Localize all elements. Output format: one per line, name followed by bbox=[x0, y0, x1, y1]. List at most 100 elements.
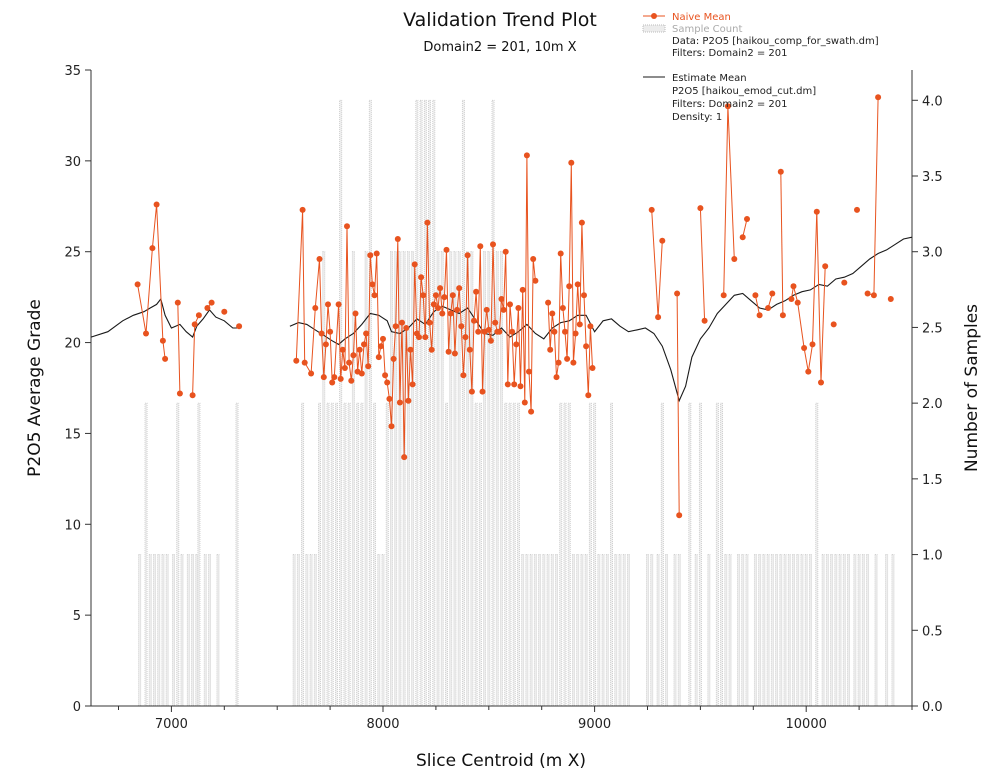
naive-mean-point bbox=[568, 159, 575, 166]
naive-mean-point bbox=[587, 323, 594, 330]
y2-tick-label: 0.0 bbox=[922, 700, 943, 715]
sample-count-bar bbox=[172, 554, 175, 707]
estimate-mean-series bbox=[90, 236, 913, 403]
naive-mean-point bbox=[134, 281, 141, 288]
sample-count-bar bbox=[419, 99, 423, 707]
naive-mean-point bbox=[822, 263, 829, 270]
naive-mean-line bbox=[651, 209, 659, 318]
sample-count-bar bbox=[432, 99, 436, 707]
naive-mean-point bbox=[428, 346, 435, 353]
sample-count-bar bbox=[165, 554, 169, 707]
naive-mean-point bbox=[509, 328, 516, 335]
legend-data-source: Data: P2O5 [haikou_comp_for_swath.dm] bbox=[672, 36, 879, 47]
naive-mean-point bbox=[473, 288, 480, 295]
sample-count-bar bbox=[191, 554, 195, 707]
naive-mean-point bbox=[153, 201, 160, 208]
naive-mean-point bbox=[794, 299, 801, 306]
naive-mean-line bbox=[807, 344, 813, 372]
naive-mean-point bbox=[401, 454, 408, 461]
axes: 0 5 10 15 20 25 30 35 0.0 0.5 1.0 1.5 2.0 2.5 3.0 3.5 4.… bbox=[64, 64, 942, 732]
sample-count-bar bbox=[646, 554, 649, 707]
naive-mean-point bbox=[407, 346, 414, 353]
naive-mean-point bbox=[475, 328, 482, 335]
legend-count-swatch bbox=[642, 24, 666, 33]
naive-mean-line bbox=[137, 204, 166, 359]
x-axis-label: Slice Centroid (m X) bbox=[416, 751, 586, 771]
chart-subtitle: Domain2 = 201, 10m X bbox=[423, 40, 576, 55]
naive-mean-line bbox=[803, 347, 809, 372]
naive-mean-point bbox=[462, 334, 469, 341]
sample-count-bar bbox=[521, 554, 525, 707]
naive-mean-point bbox=[532, 277, 539, 284]
naive-mean-point bbox=[143, 330, 149, 337]
naive-mean-point bbox=[430, 301, 437, 308]
sample-count-bar bbox=[474, 402, 478, 707]
naive-mean-point bbox=[466, 346, 473, 353]
naive-mean-point bbox=[744, 216, 750, 222]
sample-count-bar bbox=[650, 554, 654, 707]
naive-mean-point bbox=[464, 252, 471, 259]
naive-mean-point bbox=[331, 374, 338, 381]
naive-mean-point bbox=[570, 359, 577, 366]
sample-count-bar bbox=[483, 251, 487, 707]
naive-mean-point bbox=[777, 168, 784, 175]
naive-mean-line bbox=[820, 266, 826, 383]
naive-mean-point bbox=[557, 250, 564, 257]
sample-count-bar bbox=[605, 554, 609, 707]
naive-mean-point bbox=[380, 335, 386, 342]
naive-mean-line bbox=[699, 208, 706, 321]
naive-mean-point bbox=[507, 301, 513, 308]
sample-count-bar bbox=[745, 554, 749, 707]
naive-mean-point bbox=[528, 408, 535, 415]
sample-count-bar bbox=[235, 402, 239, 707]
sample-count-bar bbox=[453, 251, 457, 707]
x-tick-label: 8000 bbox=[366, 717, 399, 732]
sample-count-bar bbox=[830, 554, 834, 707]
naive-mean-point bbox=[551, 328, 558, 335]
naive-mean-point bbox=[756, 312, 763, 319]
legend-estimate-filter: Filters: Domain2 = 201 bbox=[672, 99, 788, 110]
sample-count-bar bbox=[138, 554, 142, 707]
naive-mean-point bbox=[386, 395, 393, 402]
sample-count-bar bbox=[542, 554, 546, 707]
sample-count-bar bbox=[487, 251, 491, 707]
naive-mean-point bbox=[348, 377, 355, 384]
naive-mean-point bbox=[335, 301, 342, 308]
naive-mean-point bbox=[490, 241, 496, 248]
sample-count-bar bbox=[351, 251, 355, 707]
naive-mean-line bbox=[177, 302, 181, 394]
legend-estimate-label: Estimate Mean bbox=[672, 73, 747, 84]
sample-count-bar bbox=[360, 402, 364, 707]
sample-count-bar bbox=[593, 402, 597, 707]
naive-mean-point bbox=[813, 208, 820, 215]
sample-count-bar bbox=[373, 402, 377, 707]
naive-mean-point bbox=[424, 219, 431, 226]
sample-count-bar bbox=[601, 554, 605, 707]
sample-count-bar bbox=[313, 554, 317, 707]
naive-mean-point bbox=[390, 355, 397, 362]
naive-mean-point bbox=[523, 152, 530, 159]
naive-mean-point bbox=[411, 261, 418, 268]
y2-tick-label: 1.0 bbox=[922, 549, 943, 564]
sample-count-bar bbox=[449, 251, 453, 707]
naive-mean-point bbox=[426, 319, 433, 326]
sample-count-bar bbox=[538, 554, 542, 707]
naive-mean-point bbox=[515, 305, 522, 311]
naive-mean-line bbox=[873, 97, 879, 296]
sample-count-bar bbox=[866, 554, 870, 707]
naive-mean-line bbox=[816, 211, 822, 383]
y-tick-label: 25 bbox=[64, 246, 81, 261]
sample-count-bar bbox=[563, 402, 567, 707]
naive-mean-point bbox=[830, 321, 837, 328]
sample-count-bar bbox=[334, 402, 338, 707]
naive-mean-point bbox=[496, 328, 503, 335]
sample-count-bar bbox=[741, 554, 745, 707]
y2-axis-label: Number of Samples bbox=[962, 304, 982, 472]
sample-count-bar bbox=[208, 554, 211, 707]
sample-count-bar bbox=[847, 554, 850, 707]
naive-mean-point bbox=[375, 354, 382, 361]
sample-count-bar bbox=[347, 402, 351, 707]
sample-count-bar bbox=[322, 251, 326, 707]
sample-count-bar bbox=[622, 554, 626, 707]
y2-tick-label: 2.5 bbox=[922, 321, 943, 336]
